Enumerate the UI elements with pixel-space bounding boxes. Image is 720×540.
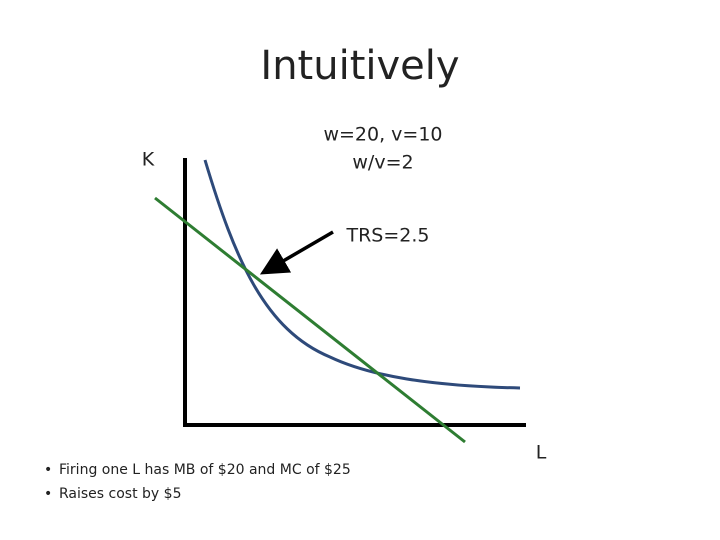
bullet-marker: • xyxy=(44,462,52,478)
annotation: w/v=2 xyxy=(352,152,413,174)
bullet: Raises cost by $5 xyxy=(59,486,181,502)
isocost-line xyxy=(154,196,466,444)
bullet-marker: • xyxy=(44,486,52,502)
annotation: w=20, v=10 xyxy=(323,124,442,146)
arrow xyxy=(259,230,334,275)
x-axis-label: L xyxy=(536,442,547,464)
bullet: Firing one L has MB of $20 and MC of $25 xyxy=(59,462,351,478)
isoquant xyxy=(203,159,521,390)
axes xyxy=(183,158,526,427)
y-axis-label: K xyxy=(142,149,155,171)
slide-title: Intuitively xyxy=(260,43,459,89)
annotation: TRS=2.5 xyxy=(345,225,429,247)
